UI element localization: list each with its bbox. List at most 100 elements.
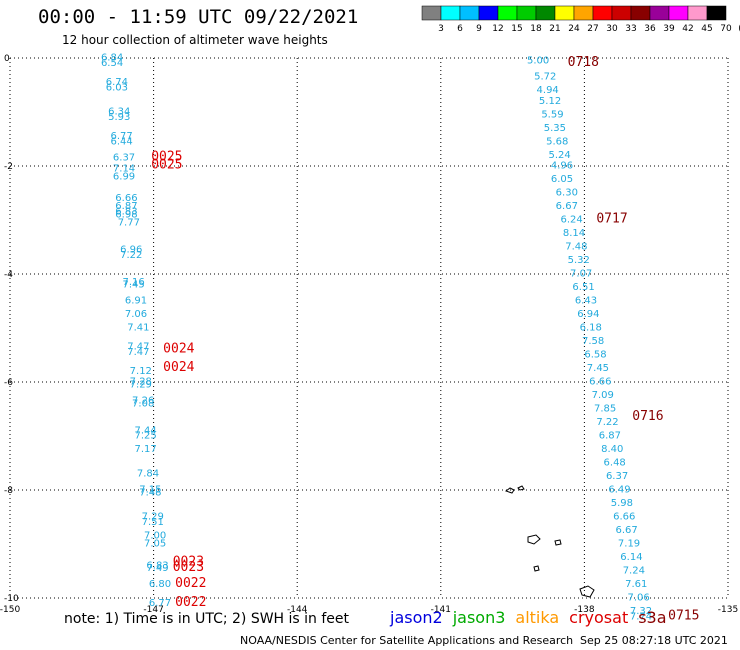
swh-value-label: 4.94 (537, 85, 559, 96)
x-tick-label: -144 (287, 605, 308, 615)
colorbar-tick: 36 (644, 24, 656, 34)
time-label: 0023 (173, 555, 204, 570)
swh-value-label: 7.15 (139, 485, 161, 496)
swh-value-label: 6.66 (589, 377, 611, 388)
swh-value-label: 7.06 (627, 593, 649, 604)
y-tick-label: -2 (4, 162, 13, 172)
swh-value-label: 7.41 (127, 323, 149, 334)
colorbar-swatch (611, 5, 632, 21)
swh-value-label: 7.19 (618, 539, 640, 550)
swh-value-label: 7.26 (132, 396, 154, 407)
colorbar-tick: 12 (492, 24, 503, 34)
swh-value-label: 6.84 (101, 53, 123, 64)
x-tick-label: -147 (143, 605, 163, 615)
swh-value-label: 6.05 (551, 174, 573, 185)
swh-value-label: 6.44 (111, 136, 133, 147)
y-tick-label: -6 (4, 378, 13, 388)
swh-value-label: 6.43 (575, 296, 597, 307)
colorbar-swatch (592, 5, 613, 21)
colorbar-swatch (421, 5, 442, 21)
mission-legend: jason2 jason3 altika cryosat s3a (390, 608, 677, 627)
time-label: 0025 (151, 158, 182, 173)
time-label: 0718 (568, 55, 599, 70)
x-tick-label: -141 (431, 605, 451, 615)
time-label: 0022 (175, 595, 206, 610)
mission-legend-item: jason3 (452, 608, 506, 627)
swh-value-label: 7.29 (142, 512, 164, 523)
colorbar-tick: 9 (476, 24, 482, 34)
colorbar-tick: 30 (606, 24, 618, 34)
swh-value-label: 6.14 (620, 552, 642, 563)
swh-value-label: 5.98 (611, 498, 633, 509)
colorbar-tick: 6 (457, 24, 463, 34)
time-label: 0024 (163, 341, 194, 356)
colorbar-swatch (687, 5, 708, 21)
timestamp-text: Sep 25 08:27:18 UTC 2021 (580, 634, 728, 647)
swh-value-label: 7.85 (594, 404, 616, 415)
island-shape (527, 534, 541, 545)
swh-value-label: 6.18 (580, 323, 602, 334)
colorbar-swatch (573, 5, 594, 21)
time-label: 0023 (173, 560, 204, 575)
y-tick-label: -8 (4, 486, 13, 496)
colorbar-tick: 45 (701, 24, 712, 34)
x-tick-label: -138 (574, 605, 595, 615)
swh-value-label: 7.48 (139, 487, 161, 498)
colorbar-tick: 42 (682, 24, 693, 34)
colorbar-tick: 33 (625, 24, 636, 34)
swh-value-label: 6.67 (556, 201, 578, 212)
colorbar-swatch (516, 5, 537, 21)
time-label: 0022 (175, 576, 206, 591)
swh-value-label: 7.49 (146, 563, 168, 574)
swh-value-label: 7.12 (130, 366, 152, 377)
swh-value-label: 7.24 (623, 566, 645, 577)
island-outlines (504, 485, 595, 598)
swh-labels: 6.846.546.746.036.345.936.776.446.377.14… (101, 53, 700, 624)
swh-value-label: 7.08 (132, 398, 154, 409)
swh-value-label: 6.80 (149, 579, 171, 590)
mission-legend-item: cryosat (569, 608, 629, 627)
swh-value-label: 7.22 (596, 417, 618, 428)
footnote: note: 1) Time is in UTC; 2) SWH is in fe… (64, 611, 350, 627)
swh-value-label: 6.24 (560, 215, 582, 226)
swh-value-label: 6.98 (115, 209, 137, 220)
swh-value-label: 8.40 (601, 444, 623, 455)
chart-subtitle: 12 hour collection of altimeter wave hei… (62, 33, 328, 47)
swh-value-label: 6.34 (108, 107, 130, 118)
swh-value-label: 6.67 (616, 525, 638, 536)
swh-value-label: 7.17 (134, 444, 156, 455)
colorbar-tick: 18 (530, 24, 542, 34)
colorbar-tick: 24 (568, 24, 580, 34)
swh-value-label: 6.66 (115, 193, 137, 204)
x-tick-label: -150 (0, 605, 20, 615)
island-shape (554, 539, 562, 546)
island-shape (504, 487, 515, 494)
swh-value-label: 7.05 (144, 539, 166, 550)
swh-value-label: 5.32 (568, 255, 590, 266)
swh-value-label: 7.29 (130, 379, 152, 390)
swh-value-label: 6.30 (556, 188, 578, 199)
swh-value-label: 6.94 (577, 309, 599, 320)
swh-value-label: 6.99 (113, 172, 135, 183)
swh-value-label: 7.61 (625, 579, 647, 590)
swh-value-label: 6.51 (572, 282, 594, 293)
swh-value-label: 6.03 (106, 82, 128, 93)
credit-text: NOAA/NESDIS Center for Satellite Applica… (240, 634, 574, 647)
swh-value-label: 6.87 (115, 201, 137, 212)
colorbar-tick: 15 (511, 24, 522, 34)
swh-value-label: 6.77 (149, 598, 171, 609)
swh-value-label: 6.37 (606, 471, 628, 482)
colorbar-swatch (459, 5, 480, 21)
colorbar-tick: 39 (663, 24, 675, 34)
swh-value-label: 7.84 (137, 469, 159, 480)
swh-value-label: 6.96 (120, 244, 142, 255)
swh-value-label: 7.32 (630, 606, 652, 617)
time-label: 0024 (163, 360, 194, 375)
swh-value-label: 6.54 (101, 58, 123, 69)
time-label: 0717 (596, 212, 627, 227)
colorbar-swatch (497, 5, 518, 21)
swh-value-label: 7.22 (120, 250, 142, 261)
swh-value-label: 6.66 (613, 512, 635, 523)
colorbar-swatch (706, 5, 727, 21)
